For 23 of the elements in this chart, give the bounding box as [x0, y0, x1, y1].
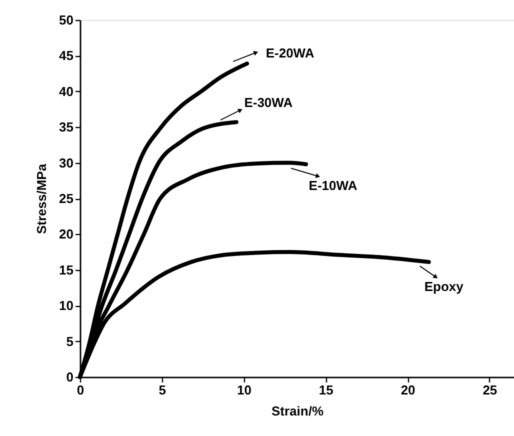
annotation: Epoxy	[424, 279, 464, 294]
annotation: E-20WA	[266, 46, 315, 61]
y-tick-label: 45	[59, 48, 74, 64]
y-tick-label: 0	[66, 370, 74, 384]
y-axis-title: Stress/MPa	[34, 163, 50, 234]
x-axis-title: Strain/%	[271, 404, 324, 418]
y-tick-label: 50	[59, 12, 74, 28]
y-tick-label: 40	[59, 84, 74, 99]
y-tick-label: 10	[59, 298, 74, 314]
x-tick-label: 5	[158, 382, 166, 398]
x-tick-label: 10	[237, 382, 252, 398]
y-tick-label: 5	[66, 334, 74, 349]
y-tick-label: 30	[59, 155, 74, 170]
annotation: E-30WA	[244, 95, 294, 110]
annotation: E-10WA	[308, 178, 358, 194]
x-tick-label: 15	[318, 382, 334, 398]
x-tick-label: 25	[482, 382, 498, 398]
y-tick-label: 35	[59, 120, 74, 135]
y-tick-label: 20	[59, 226, 74, 242]
y-tick-label: 25	[59, 191, 74, 206]
y-tick-label: 15	[59, 262, 74, 278]
x-tick-label: 20	[400, 382, 416, 398]
x-tick-label: 0	[76, 382, 84, 398]
